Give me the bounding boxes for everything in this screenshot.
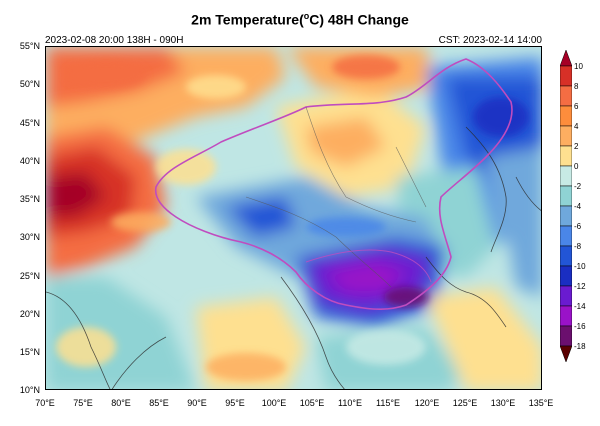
region-outline xyxy=(305,249,432,283)
colorbar-segment xyxy=(560,185,572,207)
colorbar-segment xyxy=(560,65,572,87)
lon-label: 115°E xyxy=(376,398,400,408)
colorbar-label: -10 xyxy=(574,262,586,271)
lat-label: 45°N xyxy=(19,118,40,128)
lat-label: 15°N xyxy=(19,347,40,357)
lon-label: 90°E xyxy=(187,398,207,408)
lat-label: 20°N xyxy=(19,309,40,319)
colorbar-segment xyxy=(560,265,572,287)
colorbar-label: 6 xyxy=(574,102,579,111)
field-detail xyxy=(56,55,529,381)
lat-label: 25°N xyxy=(19,271,40,281)
colorbar-segment xyxy=(560,285,572,307)
colorbar-end-bottom xyxy=(560,345,572,363)
lat-label: 40°N xyxy=(19,156,40,166)
colorbar-segment xyxy=(560,225,572,247)
lat-label: 30°N xyxy=(19,232,40,242)
colorbar-label: -14 xyxy=(574,302,586,311)
lat-label: 10°N xyxy=(19,385,40,395)
coastlines xyxy=(46,126,541,389)
province-borders xyxy=(245,106,427,288)
colorbar-label: 0 xyxy=(574,162,579,171)
colorbar-label: -6 xyxy=(574,222,582,231)
colorbar-segment xyxy=(560,125,572,147)
lon-label: 110°E xyxy=(338,398,362,408)
lon-label: 125°E xyxy=(452,398,478,408)
colorbar-segment xyxy=(560,205,572,227)
lon-label: 80°E xyxy=(111,398,131,408)
colorbar-segment xyxy=(560,325,572,347)
country-border xyxy=(154,58,513,310)
colorbar-segment xyxy=(560,245,572,267)
colorbar-label: 10 xyxy=(574,62,583,71)
colorbar xyxy=(560,50,572,363)
colorbar-label: -12 xyxy=(574,282,586,291)
init-forecast-info: 2023-02-08 20:00 138H - 090H xyxy=(45,35,184,46)
lon-label: 95°E xyxy=(225,398,245,408)
temperature-change-map xyxy=(45,46,542,390)
colorbar-segment xyxy=(560,305,572,327)
map-canvas xyxy=(46,47,541,389)
colorbar-label: -4 xyxy=(574,202,582,211)
lat-label: 50°N xyxy=(19,79,40,89)
lon-label: 85°E xyxy=(149,398,169,408)
lon-label: 135°E xyxy=(528,398,554,408)
lon-label: 130°E xyxy=(490,398,516,408)
colorbar-segment xyxy=(560,145,572,167)
lat-label: 35°N xyxy=(19,194,40,204)
colorbar-label: -8 xyxy=(574,242,582,251)
colorbar-label: -2 xyxy=(574,182,582,191)
colorbar-label: 2 xyxy=(574,142,579,151)
lon-label: 70°E xyxy=(35,398,55,408)
colorbar-segment xyxy=(560,85,572,107)
lon-label: 75°E xyxy=(73,398,93,408)
colorbar-label: -16 xyxy=(574,322,586,331)
valid-time-info: CST: 2023-02-14 14:00 xyxy=(438,35,542,46)
lat-label: 55°N xyxy=(19,41,40,51)
lon-label: 105°E xyxy=(299,398,325,408)
lon-label: 120°E xyxy=(414,398,440,408)
colorbar-end-top xyxy=(560,50,572,67)
colorbar-segment xyxy=(560,165,572,187)
colorbar-label: 4 xyxy=(574,122,579,131)
colorbar-label: -18 xyxy=(574,342,586,351)
colorbar-segment xyxy=(560,105,572,127)
lon-label: 100°E xyxy=(261,398,287,408)
colorbar-label: 8 xyxy=(574,82,579,91)
map-title: 2m Temperature(oC) 48H Change xyxy=(191,11,409,28)
